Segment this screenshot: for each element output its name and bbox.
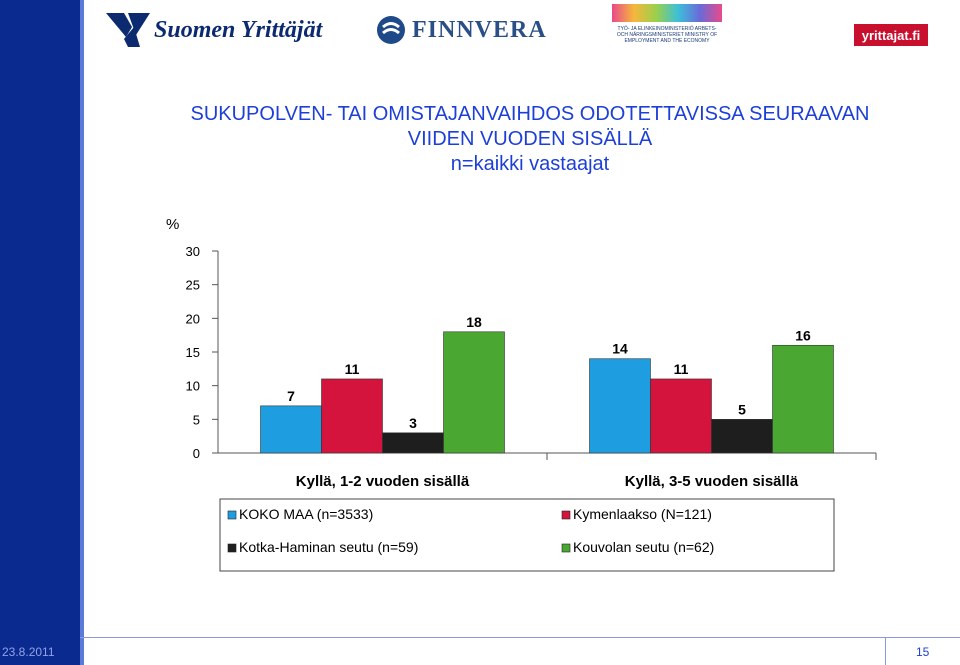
chart-title: SUKUPOLVEN- TAI OMISTAJANVAIHDOS ODOTETT… [120, 102, 940, 177]
bar [650, 378, 712, 454]
bar-data-label: 11 [345, 361, 360, 377]
bar-data-label: 5 [738, 401, 746, 417]
legend-box [219, 498, 835, 572]
suomen-yrittajat-logo: Suomen Yrittäjät [106, 8, 322, 52]
title-line-3: n=kaikki vastaajat [450, 153, 610, 175]
page-number: 15 [916, 645, 930, 659]
bar-data-label: 14 [612, 341, 628, 357]
y-tick-label: 5 [193, 412, 200, 427]
ministry-logo: TYÖ- JA ELINKEINOMINISTERIÖ ARBETS- OCH … [612, 4, 722, 46]
bar-data-label: 3 [409, 415, 417, 431]
suomen-yrittajat-wordmark: Suomen Yrittäjät [154, 16, 323, 43]
legend-swatch [561, 543, 571, 553]
y-tick-label: 30 [186, 244, 200, 259]
footer-date: 23.8.2011 [2, 645, 55, 659]
bar [260, 405, 322, 454]
left-brand-stripe [80, 0, 84, 665]
y-tick-label: 15 [186, 345, 200, 360]
bar-data-label: 7 [287, 388, 295, 404]
bar [589, 358, 651, 454]
ministry-color-bars [612, 4, 722, 22]
finnvera-emblem-icon [377, 16, 405, 44]
x-category-label: Kyllä, 3-5 vuoden sisällä [625, 473, 799, 490]
bar [321, 378, 383, 454]
legend-label: Kymenlaakso (N=121) [573, 506, 712, 522]
y-tick-label: 10 [186, 379, 200, 394]
title-line-2: VIIDEN VUODEN SISÄLLÄ [407, 128, 653, 150]
legend-label: KOKO MAA (n=3533) [239, 506, 373, 522]
bar [772, 344, 834, 454]
footer-divider [80, 637, 960, 638]
legend-swatch [561, 510, 571, 520]
legend-label: Kotka-Haminan seutu (n=59) [239, 539, 418, 555]
legend-label: Kouvolan seutu (n=62) [573, 539, 714, 555]
y-tick-label: 0 [193, 446, 200, 461]
left-brand-band [0, 0, 80, 665]
finnvera-wordmark: FINNVERA [412, 16, 547, 43]
y-tick-label: 20 [186, 311, 200, 326]
suomen-yrittajat-emblem-icon [106, 13, 150, 47]
bar [382, 432, 444, 454]
x-category-label: Kyllä, 1-2 vuoden sisällä [296, 473, 470, 490]
footer-separator [885, 637, 886, 665]
bar-data-label: 16 [795, 327, 811, 343]
bar-data-label: 11 [674, 361, 689, 377]
y-axis-label: % [166, 216, 179, 233]
ministry-wordmark: TYÖ- JA ELINKEINOMINISTERIÖ ARBETS- OCH … [616, 26, 718, 44]
bar [443, 331, 505, 454]
finnvera-logo: FINNVERA [376, 8, 547, 52]
bar-data-label: 18 [466, 314, 482, 330]
legend-swatch [227, 510, 237, 520]
title-line-1: SUKUPOLVEN- TAI OMISTAJANVAIHDOS ODOTETT… [190, 103, 870, 125]
bar [711, 419, 773, 454]
yrittajat-fi-logo: yrittajat.fi [854, 24, 928, 46]
legend-swatch [227, 543, 237, 553]
y-tick-label: 25 [186, 278, 200, 293]
